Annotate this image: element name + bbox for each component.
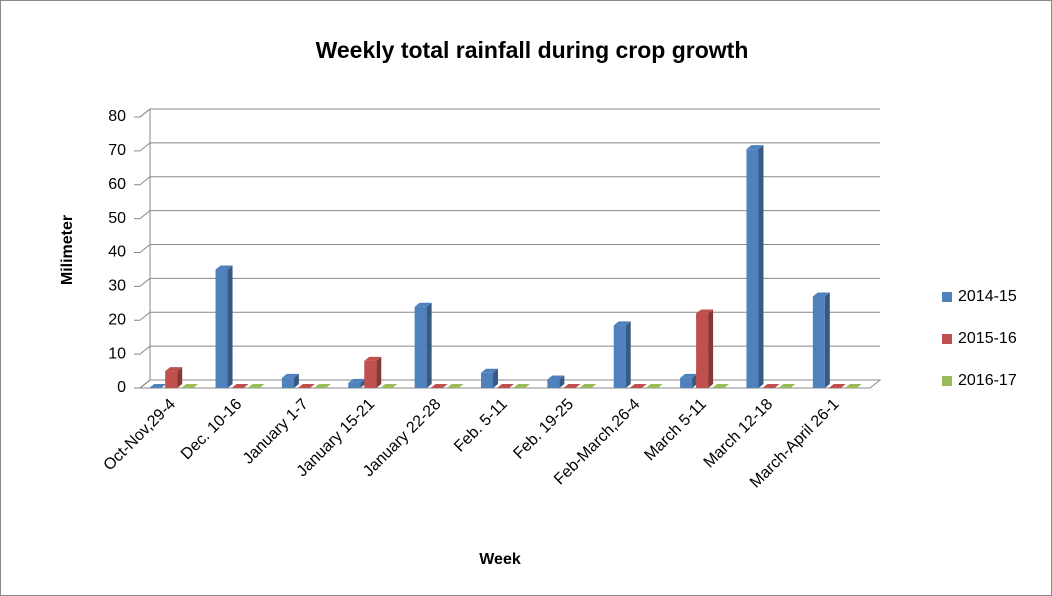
bar-top <box>746 145 764 150</box>
bar-side <box>493 368 498 388</box>
bar <box>696 313 709 388</box>
bar-top <box>547 375 565 380</box>
bar <box>812 296 825 388</box>
y-tick-label: 30 <box>108 278 126 295</box>
bar-top <box>430 384 448 388</box>
bar <box>481 372 493 388</box>
bar-top <box>364 356 382 361</box>
legend-swatch <box>942 376 952 386</box>
bar-top <box>513 384 530 388</box>
grid-line <box>139 379 880 389</box>
bar-top <box>481 368 498 373</box>
bar-top <box>613 321 631 326</box>
y-tick-label: 60 <box>108 176 126 193</box>
bar-side <box>227 265 233 388</box>
bar-top <box>181 384 199 388</box>
bar-top <box>579 384 597 388</box>
legend-swatch <box>942 292 952 302</box>
legend-label: 2016-17 <box>958 372 1017 389</box>
y-tick-label: 10 <box>108 345 126 362</box>
bar-top <box>680 373 698 378</box>
y-tick-label: 70 <box>108 142 126 159</box>
y-tick-label: 20 <box>108 311 126 328</box>
bar-top <box>712 384 730 388</box>
bar-top <box>414 302 432 307</box>
bar-side <box>824 292 830 388</box>
bar-side <box>426 302 432 388</box>
bar-top <box>563 384 581 388</box>
bar-top <box>297 384 315 388</box>
bar-top <box>762 384 780 388</box>
chart-title: Weekly total rainfall during crop growth <box>316 37 749 63</box>
grid-line <box>139 311 880 321</box>
bar-side <box>177 367 183 388</box>
bar-side <box>360 378 366 388</box>
grid-line <box>139 176 880 186</box>
y-tick-label: 80 <box>108 108 126 125</box>
bar-top <box>149 384 167 388</box>
bar-top <box>165 367 183 372</box>
legend-swatch <box>942 334 952 344</box>
bar-top <box>446 384 464 388</box>
bar <box>680 377 693 388</box>
bar-top <box>812 292 830 297</box>
bar-side <box>708 309 714 388</box>
grid-line <box>139 345 880 355</box>
grid-line <box>139 277 880 287</box>
bar-top <box>497 384 514 388</box>
y-axis-title: Milimeter <box>59 215 76 285</box>
bar-side <box>559 375 565 388</box>
y-tick-label: 0 <box>117 379 126 396</box>
grid-line <box>139 108 880 118</box>
grid-line <box>139 142 880 152</box>
bar <box>364 360 377 388</box>
bar-top <box>844 384 862 388</box>
bar-top <box>281 373 299 378</box>
bar <box>414 306 427 388</box>
bar-top <box>778 384 796 388</box>
bar-top <box>645 384 663 388</box>
bar <box>165 371 178 388</box>
bar-side <box>692 373 698 388</box>
bar <box>613 325 626 388</box>
bar-top <box>348 378 366 383</box>
y-tick-label: 40 <box>108 244 126 261</box>
bar-top <box>231 384 249 388</box>
bar-side <box>293 373 299 388</box>
grid-line <box>139 244 880 253</box>
grid-line <box>139 210 880 220</box>
bar-top <box>247 384 265 388</box>
x-axis-title: Week <box>479 551 521 568</box>
bar-top <box>828 384 846 388</box>
bar <box>215 269 228 388</box>
y-tick-label: 50 <box>108 210 126 227</box>
bar-top <box>696 309 714 314</box>
bar-side <box>376 356 382 388</box>
legend-label: 2015-16 <box>958 330 1017 347</box>
legend-label: 2014-15 <box>958 288 1017 305</box>
bar-side <box>625 321 631 388</box>
bar-top <box>380 384 398 388</box>
bar <box>746 149 759 388</box>
bar <box>547 379 560 388</box>
bar-top <box>215 265 233 270</box>
bar-top <box>313 384 331 388</box>
bar <box>348 382 361 388</box>
bar-top <box>629 384 647 388</box>
bar <box>281 377 294 388</box>
bar-side <box>758 145 764 388</box>
